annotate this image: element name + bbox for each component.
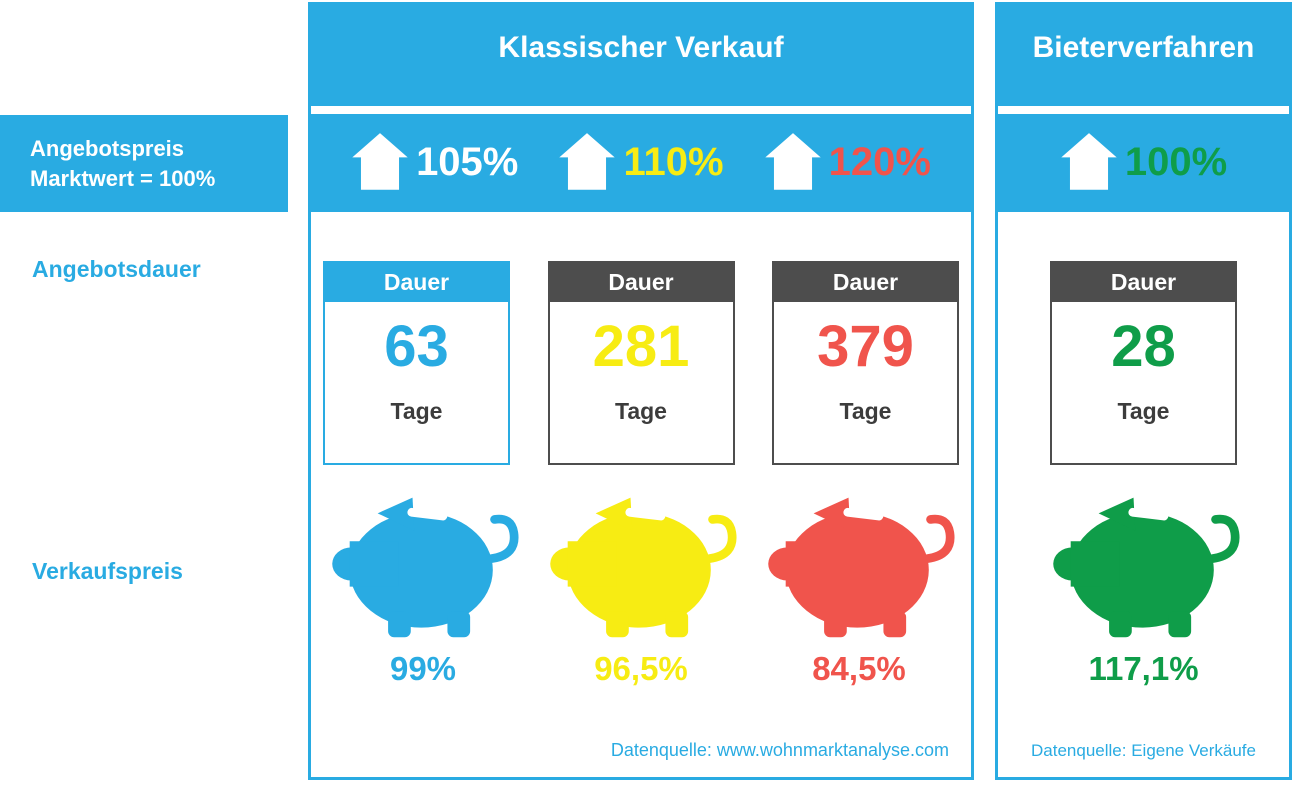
panel-bieterverfahren: Bieterverfahren 100% Dauer 28 Tage <box>995 2 1292 780</box>
offer-price-label-box: Angebotspreis Marktwert = 100% <box>0 115 288 212</box>
duration-card: Dauer 28 Tage <box>1050 261 1237 465</box>
offer-price-item: 105% <box>351 132 518 192</box>
duration-unit: Tage <box>1117 398 1170 424</box>
duration-card: Dauer 379 Tage <box>772 261 959 465</box>
header-divider <box>311 106 971 114</box>
duration-days: 379 <box>817 314 914 379</box>
duration-row: Dauer 63 Tage Dauer 281 Tage Dauer 379 T… <box>323 261 959 465</box>
sale-percent-value: 117,1% <box>1088 650 1199 687</box>
offer-price-row: 105% 110% 120% <box>311 119 971 205</box>
sale-price-item: 84,5% <box>753 487 965 688</box>
sale-price-item: 96,5% <box>535 487 747 688</box>
panel-klassischer-verkauf: Klassischer Verkauf 105% 110% <box>308 2 974 780</box>
piggy-bank-icon <box>1038 487 1250 640</box>
data-source: Datenquelle: www.wohnmarktanalyse.com <box>610 740 949 760</box>
data-source: Datenquelle: Eigene Verkäufe <box>1031 741 1256 760</box>
duration-unit: Tage <box>839 398 892 424</box>
duration-row: Dauer 28 Tage <box>1010 261 1277 465</box>
sale-percent-value: 96,5% <box>594 650 688 687</box>
piggy-bank-icon <box>753 487 965 640</box>
panel-header: Klassischer Verkauf 105% 110% <box>311 5 971 212</box>
house-icon <box>1060 132 1118 192</box>
piggy-bank-icon <box>317 487 529 640</box>
duration-unit: Tage <box>615 398 667 424</box>
piggy-bank-icon <box>535 487 747 640</box>
panel-header: Bieterverfahren 100% <box>998 5 1289 212</box>
duration-days: 281 <box>592 314 690 379</box>
offer-price-item: 120% <box>764 132 931 192</box>
duration-card-title: Dauer <box>324 262 509 302</box>
offer-percent-value: 110% <box>623 140 724 184</box>
duration-card-title: Dauer <box>773 262 958 302</box>
house-icon <box>351 132 409 192</box>
sale-percent-value: 99% <box>389 650 457 687</box>
offer-percent-value: 120% <box>828 140 931 184</box>
offer-price-item: 100% <box>1060 132 1227 192</box>
offer-duration-label: Angebotsdauer <box>32 256 201 282</box>
panel-title: Bieterverfahren <box>1032 31 1255 64</box>
sale-percent-value: 84,5% <box>812 650 906 687</box>
offer-price-label-line2: Marktwert = 100% <box>30 165 216 191</box>
offer-percent-value: 105% <box>416 140 519 184</box>
duration-days: 28 <box>1111 314 1176 379</box>
duration-card-title: Dauer <box>548 262 734 302</box>
offer-percent-value: 100% <box>1124 140 1228 184</box>
duration-days: 63 <box>384 314 449 379</box>
house-icon <box>764 132 822 192</box>
house-icon <box>558 132 616 192</box>
offer-price-label-line1: Angebotspreis <box>30 135 185 161</box>
duration-unit: Tage <box>390 398 443 424</box>
panel-title: Klassischer Verkauf <box>498 31 784 64</box>
sale-price-row: 99% 96,5% 84,5% <box>317 487 965 688</box>
duration-card: Dauer 63 Tage <box>323 261 510 465</box>
sale-price-label: Verkaufspreis <box>32 558 183 584</box>
header-divider <box>998 106 1289 114</box>
offer-price-row: 100% <box>998 119 1289 205</box>
duration-card-title: Dauer <box>1051 262 1236 302</box>
sale-price-item: 117,1% <box>1038 487 1250 688</box>
duration-card: Dauer 281 Tage <box>547 261 735 465</box>
sale-price-item: 99% <box>317 487 529 688</box>
offer-price-item: 110% <box>558 132 724 192</box>
sale-price-row: 117,1% <box>1004 487 1283 688</box>
